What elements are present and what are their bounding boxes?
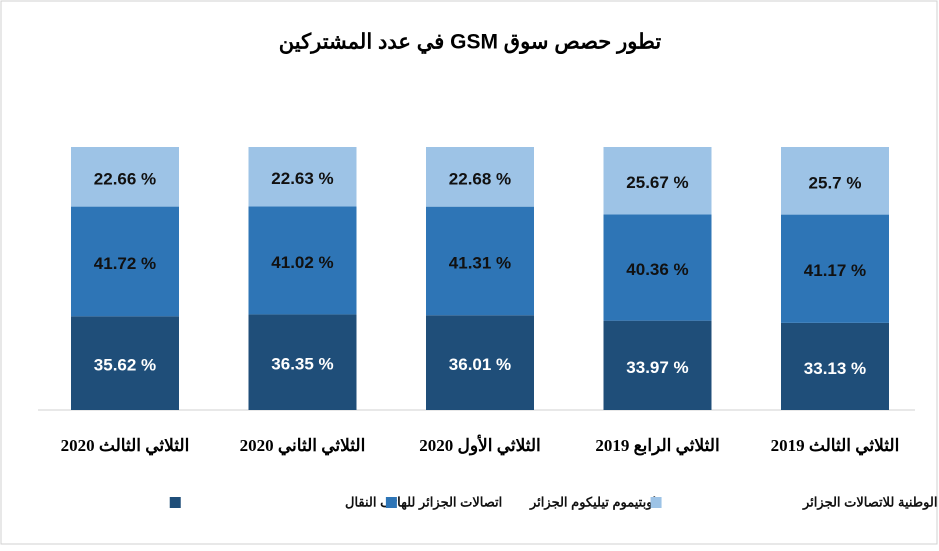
- bar-segment: [781, 147, 889, 215]
- x-tick-label: الثلاثي الثالث 2019: [771, 436, 900, 456]
- data-label: 22.66 %: [94, 169, 156, 188]
- data-label: 22.63 %: [271, 169, 333, 188]
- legend-label: الوطنية للاتصالات الجزائر: [802, 494, 937, 510]
- data-label: 41.72 %: [94, 254, 156, 273]
- chart-title: تطور حصص سوق GSM في عدد المشتركين: [279, 31, 662, 55]
- legend-label: اتصالات الجزائر للهاتف النقال: [345, 494, 502, 510]
- bar-segment: [248, 314, 357, 410]
- data-label: 22.68 %: [449, 169, 511, 188]
- data-label: 36.35 %: [271, 355, 333, 374]
- bar-segment: [603, 320, 712, 410]
- legend-label: اوبتيموم تيليكوم الجزائر: [529, 494, 656, 510]
- bar-segment: [781, 322, 889, 410]
- legend-swatch: [650, 497, 662, 508]
- data-label: 40.36 %: [626, 260, 688, 279]
- x-tick-label: الثلاثي الأول 2020: [419, 434, 541, 456]
- data-label: 41.31 %: [449, 253, 511, 272]
- data-label: 36.01 %: [449, 355, 511, 374]
- data-label: 41.02 %: [271, 253, 333, 272]
- bar-segment: [71, 147, 179, 207]
- bar-segment: [426, 206, 534, 316]
- bar-segment: [426, 147, 534, 207]
- x-tick-label: الثلاثي الرابع 2019: [595, 436, 719, 456]
- data-label: 35.62 %: [94, 356, 156, 375]
- bar-segment: [603, 214, 712, 321]
- bar-segment: [71, 316, 179, 410]
- bar-segment: [248, 206, 357, 315]
- legend-swatch: [169, 497, 181, 508]
- bar-segment: [248, 147, 357, 207]
- x-tick-label: الثلاثي الثاني 2020: [240, 436, 366, 456]
- bar-segment: [603, 147, 712, 215]
- legend-swatch: [385, 497, 397, 508]
- x-tick-label: الثلاثي الثالث 2020: [61, 436, 190, 456]
- data-label: 25.67 %: [626, 173, 688, 192]
- data-label: 41.17 %: [804, 261, 866, 280]
- bar-segment: [71, 206, 179, 317]
- bar-segment: [781, 214, 889, 323]
- bar-segment: [426, 315, 534, 410]
- data-label: 33.13 %: [804, 359, 866, 378]
- data-label: 25.7 %: [809, 173, 862, 192]
- data-label: 33.97 %: [626, 358, 688, 377]
